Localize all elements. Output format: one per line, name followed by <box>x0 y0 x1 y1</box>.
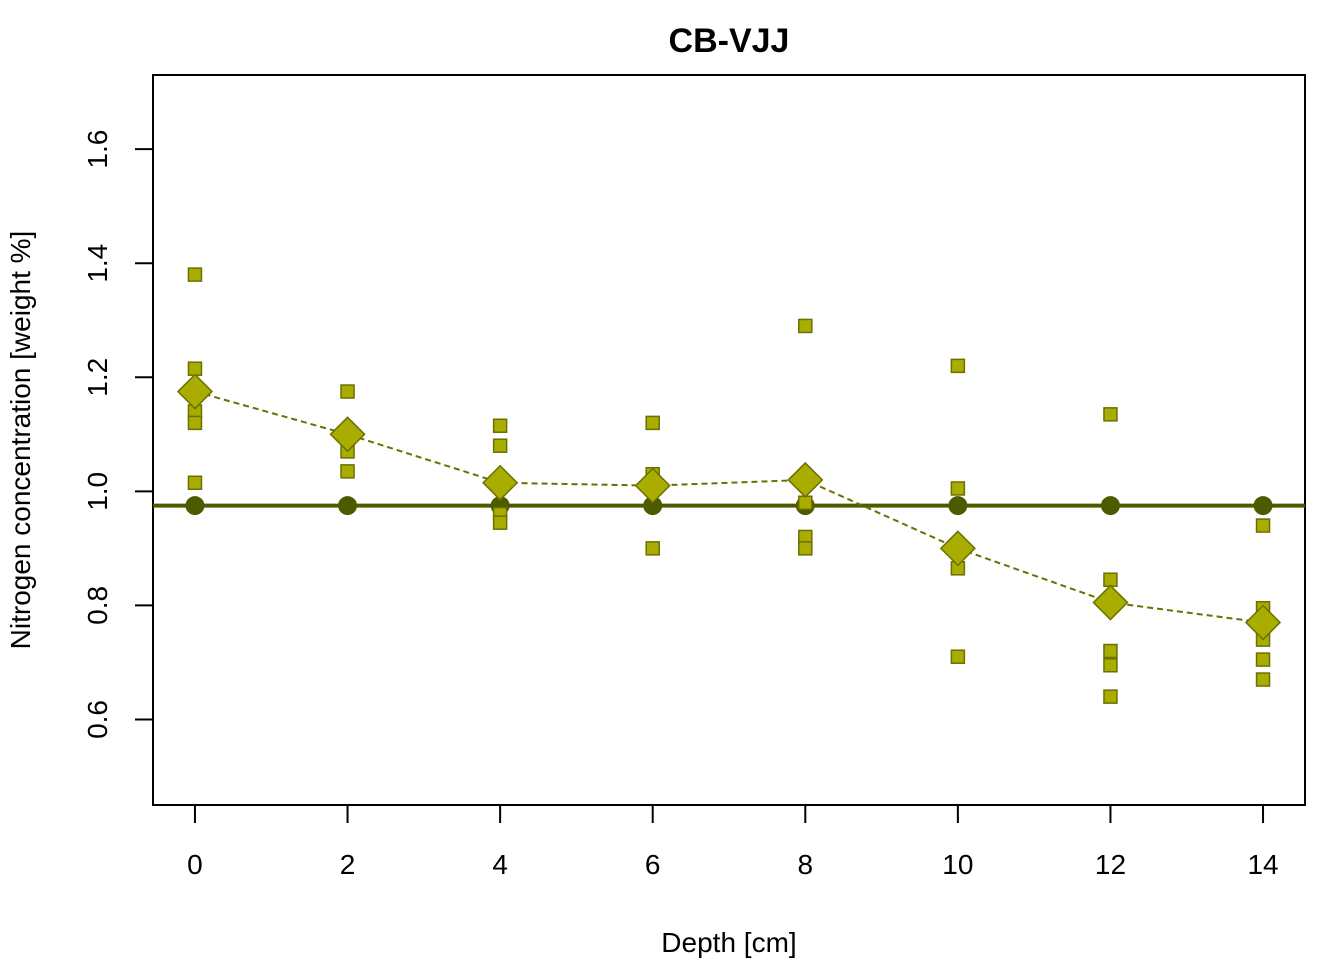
y-tick-label: 0.8 <box>82 586 113 625</box>
mean-point <box>787 461 824 498</box>
x-tick-label: 2 <box>340 849 356 880</box>
mean-point <box>482 464 519 501</box>
sample-point <box>340 384 355 399</box>
sample-point <box>950 358 966 374</box>
reference-series <box>153 496 1305 516</box>
x-tick-label: 0 <box>187 849 203 880</box>
mean-point <box>1244 604 1282 641</box>
x-tick-label: 12 <box>1095 849 1126 880</box>
sample-point <box>187 475 203 491</box>
x-axis-label: Depth [cm] <box>661 927 796 958</box>
sample-series <box>187 267 1271 704</box>
sample-point <box>187 267 203 282</box>
x-tick-label: 6 <box>645 849 661 880</box>
sample-point <box>1255 518 1271 533</box>
mean-series <box>176 373 1282 641</box>
reference-point <box>948 496 968 516</box>
sample-point <box>1103 407 1118 422</box>
sample-point <box>492 418 508 433</box>
x-tick-label: 10 <box>942 849 973 880</box>
mean-point <box>329 416 366 453</box>
sample-point <box>492 438 508 453</box>
y-tick-label: 1.2 <box>82 358 113 397</box>
mean-point <box>939 530 976 567</box>
sample-point <box>340 464 355 479</box>
sample-point <box>645 541 660 556</box>
reference-point <box>1253 496 1273 516</box>
y-tick-label: 1.0 <box>82 472 113 511</box>
sample-point <box>798 318 813 334</box>
x-axis: 0 2 4 6 8 10 12 14 <box>187 804 1279 880</box>
mean-line <box>194 390 1264 624</box>
reference-point <box>185 496 205 516</box>
y-axis: 0.6 0.8 1.0 1.2 1.4 1.6 <box>82 130 154 739</box>
sample-point <box>187 361 203 376</box>
mean-point <box>176 373 214 410</box>
sample-point <box>1255 672 1271 687</box>
sample-point <box>798 495 813 510</box>
x-tick-label: 8 <box>798 849 814 880</box>
y-tick-label: 1.6 <box>82 130 113 169</box>
plot-frame <box>152 74 1306 806</box>
chart-title: CB-VJJ <box>669 22 790 60</box>
reference-point <box>1100 496 1120 516</box>
y-tick-label: 1.4 <box>82 244 113 283</box>
sample-point <box>1103 643 1118 659</box>
sample-point <box>1255 652 1271 667</box>
reference-point <box>338 496 358 516</box>
sample-point <box>492 515 508 530</box>
sample-point <box>950 649 966 664</box>
sample-point <box>645 415 660 431</box>
sample-point <box>1103 689 1118 704</box>
x-tick-label: 4 <box>492 849 508 880</box>
sample-point <box>187 415 203 431</box>
sample-point <box>798 541 813 556</box>
y-tick-label: 0.6 <box>82 700 113 739</box>
sample-point <box>1103 658 1118 673</box>
x-tick-label: 14 <box>1247 849 1278 880</box>
mean-point <box>1092 584 1129 621</box>
sample-point <box>950 481 966 496</box>
y-axis-label: Nitrogen concentration [weight %] <box>5 231 36 650</box>
sample-point <box>1103 572 1118 587</box>
mean-point <box>634 467 671 504</box>
